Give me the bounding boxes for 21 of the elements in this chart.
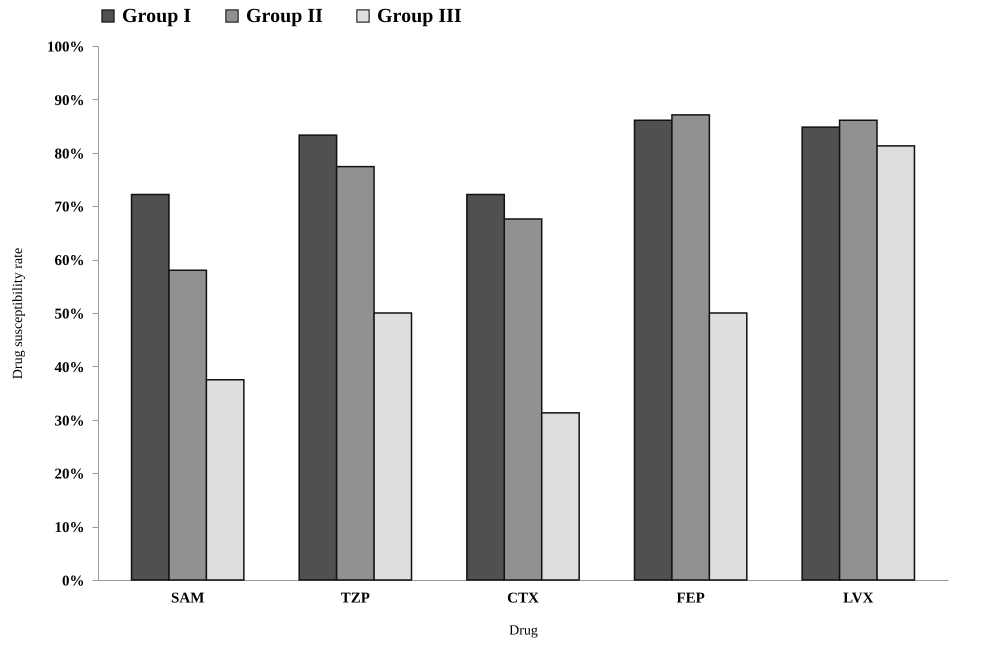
- y-tick-label: 0%: [62, 574, 84, 590]
- x-axis-title: Drug: [509, 624, 538, 638]
- y-tick-label: 20%: [54, 466, 84, 483]
- y-axis-title: Drug susceptibility rate: [11, 248, 26, 380]
- y-tick-label: 70%: [54, 200, 84, 216]
- legend-label: Group III: [377, 5, 462, 27]
- x-tick-label: TZP: [340, 590, 370, 606]
- y-tick-label: 60%: [54, 253, 84, 270]
- y-tick-label: 40%: [54, 360, 84, 376]
- y-tick-label: 100%: [47, 40, 84, 56]
- y-tick-label: 90%: [54, 92, 84, 109]
- x-tick-label: FEP: [676, 590, 705, 606]
- legend-label: Group I: [122, 5, 192, 27]
- y-tick-label: 80%: [54, 146, 84, 162]
- legend-label: Group II: [246, 5, 324, 27]
- x-tick-label: LVX: [843, 590, 874, 606]
- x-tick-label: CTX: [507, 590, 539, 606]
- y-tick-label: 10%: [54, 520, 84, 536]
- y-tick-label: 30%: [54, 413, 84, 430]
- x-tick-label: SAM: [171, 590, 204, 606]
- y-tick-label: 50%: [54, 306, 84, 322]
